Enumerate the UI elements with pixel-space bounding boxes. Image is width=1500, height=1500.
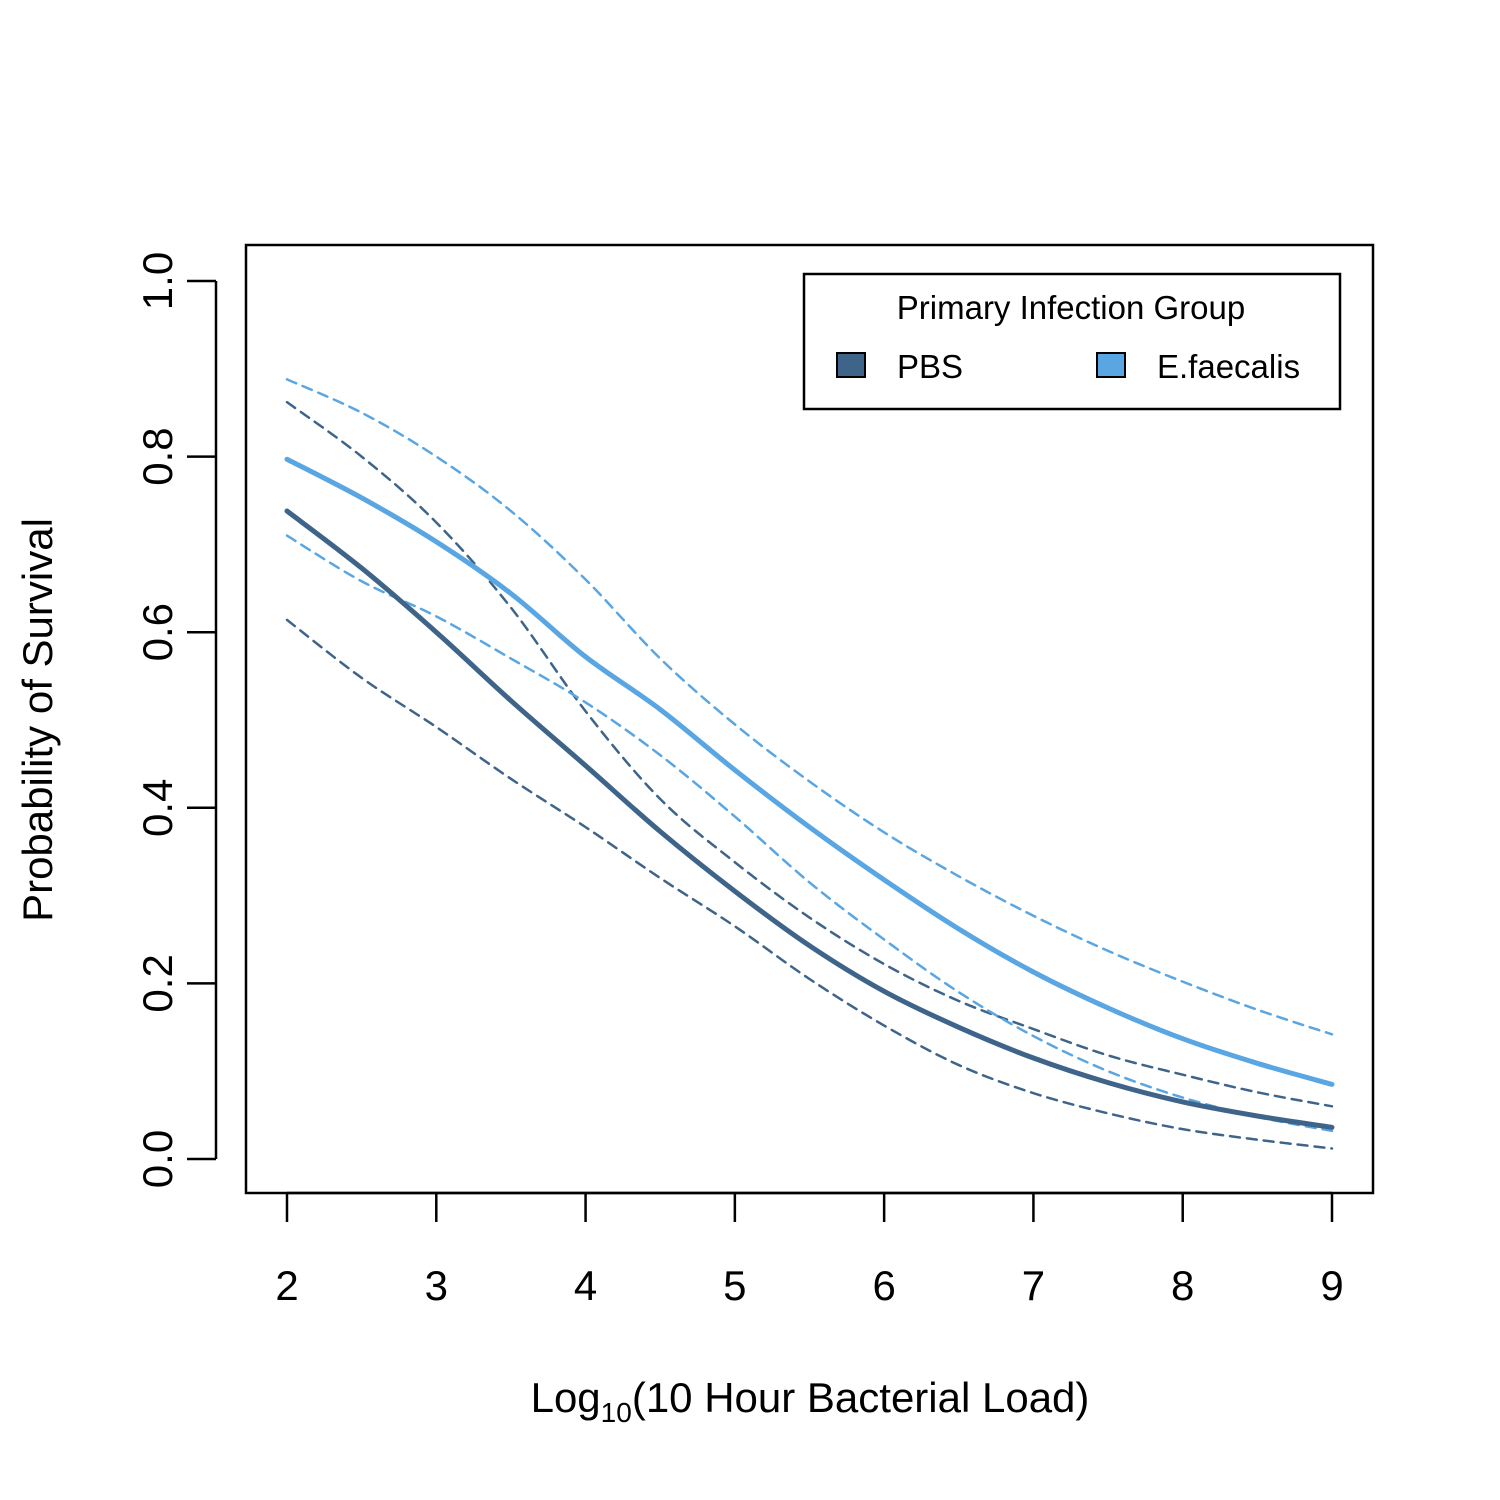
legend-label-pbs: PBS (897, 348, 963, 385)
legend-swatch-pbs (836, 352, 866, 378)
y-tick-label: 0.2 (134, 954, 181, 1012)
y-tick-label: 0.0 (134, 1130, 181, 1188)
series-line-efaecalis-lower (285, 534, 1334, 1133)
x-tick-label: 9 (1320, 1262, 1343, 1309)
legend-swatch-efaecalis (1096, 352, 1126, 378)
legend-label-efaecalis: E.faecalis (1157, 348, 1300, 385)
series-line-efaecalis-upper (285, 378, 1334, 1036)
x-tick-label: 4 (574, 1262, 597, 1309)
y-tick-label: 0.4 (134, 779, 181, 837)
x-axis: 2 3 4 5 6 7 8 9 (275, 1191, 1344, 1309)
y-tick-label: 0.8 (134, 427, 181, 485)
series-line-pbs-lower (285, 618, 1334, 1150)
y-axis: 0.0 0.2 0.4 0.6 0.8 1.0 (134, 252, 218, 1188)
series-line-efaecalis-fit (284, 456, 1335, 1087)
x-tick-label: 2 (275, 1262, 298, 1309)
series-layer (284, 378, 1335, 1150)
x-tick-label: 5 (723, 1262, 746, 1309)
y-tick-label: 1.0 (134, 252, 181, 310)
x-tick-label: 8 (1171, 1262, 1194, 1309)
legend: Primary Infection Group PBS E.faecalis (802, 272, 1342, 411)
x-axis-title: Log10(10 Hour Bacterial Load) (531, 1374, 1090, 1428)
series-line-pbs-upper (285, 400, 1334, 1108)
series-line-pbs-fit (284, 508, 1335, 1130)
x-tick-label: 3 (425, 1262, 448, 1309)
legend-title: Primary Infection Group (897, 289, 1245, 326)
y-tick-label: 0.6 (134, 603, 181, 661)
y-axis-title: Probability of Survival (14, 518, 61, 922)
x-tick-label: 6 (872, 1262, 895, 1309)
legend-box (802, 272, 1342, 411)
x-tick-label: 7 (1022, 1262, 1045, 1309)
